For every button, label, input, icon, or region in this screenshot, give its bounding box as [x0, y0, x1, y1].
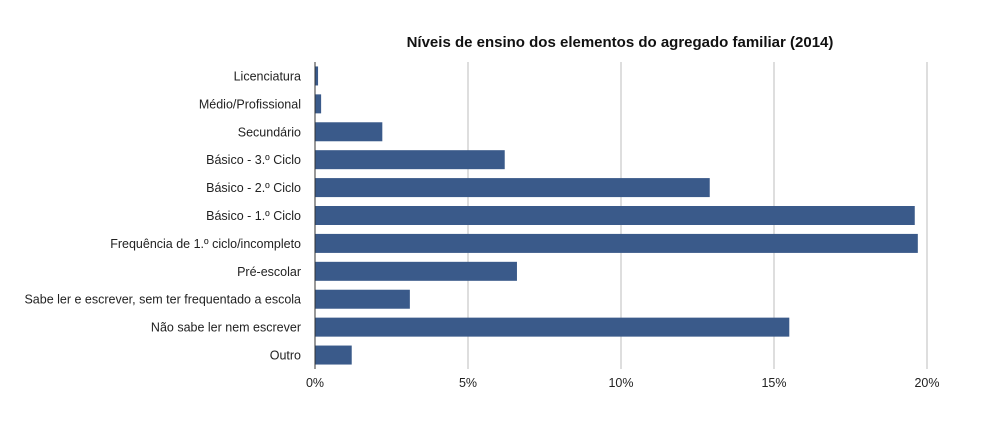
x-tick-label: 5% — [459, 376, 477, 390]
bar — [315, 317, 790, 337]
bar — [315, 94, 322, 114]
category-label: Frequência de 1.º ciclo/incompleto — [110, 237, 301, 251]
bar — [315, 206, 915, 225]
category-label: Básico - 2.º Ciclo — [206, 181, 301, 195]
x-tick-label: 0% — [306, 376, 324, 390]
category-label: Secundário — [238, 125, 301, 139]
category-label: Outro — [270, 349, 301, 363]
bar — [315, 122, 383, 142]
bar — [315, 261, 517, 281]
category-label: Pré-escolar — [237, 265, 301, 279]
x-tick-labels: 0% 5% 10% 15% 20% — [306, 376, 940, 390]
bar — [315, 233, 918, 253]
category-label: Médio/Profissional — [199, 97, 301, 111]
category-label: Básico - 1.º Ciclo — [206, 209, 301, 223]
category-label: Licenciatura — [234, 69, 301, 83]
x-tick-label: 20% — [914, 376, 939, 390]
bars — [315, 66, 918, 365]
bar — [315, 178, 710, 198]
chart-title: Níveis de ensino dos elementos do agrega… — [407, 34, 834, 51]
bar — [315, 66, 319, 86]
x-tick-label: 15% — [761, 376, 786, 390]
x-tick-label: 10% — [608, 376, 633, 390]
category-label: Não sabe ler nem escrever — [151, 321, 301, 335]
bar — [315, 345, 352, 365]
category-label: Sabe ler e escrever, sem ter frequentado… — [24, 293, 301, 307]
category-labels: Licenciatura Médio/Profissional Secundário… — [24, 69, 301, 362]
category-label: Básico - 3.º Ciclo — [206, 153, 301, 167]
bar — [315, 150, 505, 170]
bar — [315, 289, 410, 309]
